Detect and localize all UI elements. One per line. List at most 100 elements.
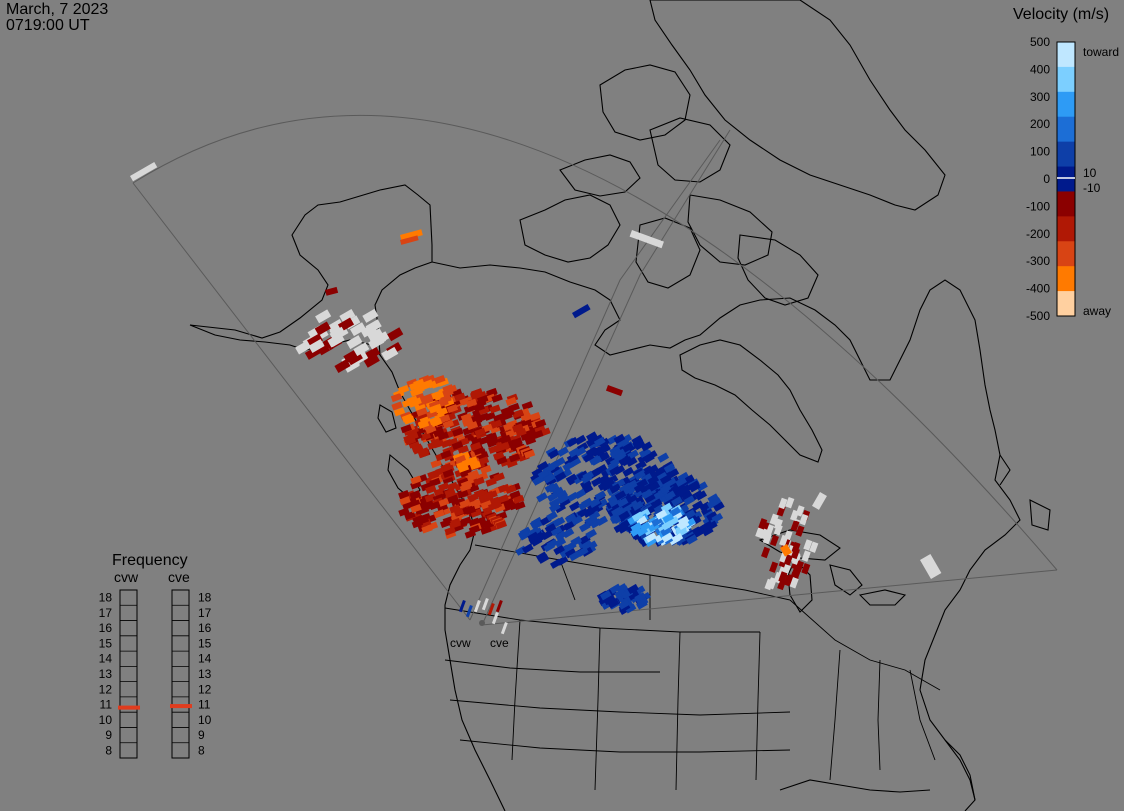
scatter-cell [360,323,377,338]
scatter-cell [487,501,500,511]
scatter-cell [417,419,430,430]
scatter-cell [572,304,591,319]
scatter-cell [428,404,441,414]
scatter-cell [543,541,556,553]
scatter-cell [477,456,490,466]
scatter-cell [809,541,819,553]
scatter-cell [634,592,647,603]
scatter-cell [778,497,788,510]
colorbar-tick-label: -300 [1026,254,1050,268]
scatter-cell [599,590,612,601]
scatter-cell [470,414,483,424]
colorbar-tick-label: 100 [1030,145,1050,159]
scatter-cell [480,525,492,535]
scatter-cell [325,286,339,296]
scatter-cell [524,436,537,446]
scatter-cell [588,510,601,521]
scatter-cell [491,611,499,625]
scatter-cell [503,408,515,418]
scatter-cell [671,496,683,507]
scatter-cell [613,433,626,444]
scatter-cell [421,379,434,389]
scatter-cell [534,419,547,429]
scatter-cell [661,532,674,543]
scatter-cell [470,442,482,452]
scatter-cell [613,451,625,463]
scatter-cell [667,468,680,479]
frequency-marker-cvw [118,705,140,710]
scatter-cell [655,509,668,520]
scatter-cell [440,449,452,460]
scatter-cell [449,504,461,514]
scatter-cell [619,483,631,494]
scatter-cell [790,566,800,579]
scatter-cell [130,162,158,182]
scatter-cell [487,436,499,446]
scatter-cell [457,477,470,487]
scatter-cell [760,528,770,540]
colorbar-segment [1057,216,1075,242]
frequency-tick-left: 11 [100,698,113,712]
scatter-cell [706,511,718,522]
date-label: March, 7 2023 [6,1,109,18]
scatter-cell [637,453,650,464]
scatter-cell [779,534,789,547]
scatter-cell [537,469,550,480]
scatter-cell [644,493,656,504]
scatter-cell [758,518,768,530]
scatter-cell [627,583,639,595]
frequency-tick-left: 9 [105,728,112,742]
frequency-tick-left: 10 [99,713,113,727]
scatter-cell [364,346,381,361]
scatter-cell [409,490,421,500]
inner-label-neg: -10 [1083,181,1101,195]
scatter-cell [440,439,453,449]
fov-left-edge [132,182,471,621]
colorbar-tick-label: 0 [1043,172,1050,186]
frequency-tick-right: 11 [198,698,211,712]
map-coastlines [189,0,1051,811]
scatter-cell [460,480,473,490]
inner-label-pos: 10 [1083,166,1097,180]
scatter-cell [512,423,524,433]
scatter-cell [605,384,624,397]
scatter-cell [497,494,510,504]
scatter-cell [495,520,508,530]
scatter-cell [362,308,379,323]
scatter-cell [409,381,421,391]
scatter-cell [769,561,779,573]
scatter-cell [651,516,663,527]
scatter-cell [295,340,312,355]
scatter-cell [574,488,587,499]
scatter-cell [568,551,581,562]
scatter-cell [399,496,411,506]
scatter-cell [627,590,640,601]
scatter-cell [468,524,481,534]
fov-divider-1 [481,129,731,626]
scatter-cell [404,436,417,446]
scatter-cell [314,321,331,336]
frequency-tick-left: 14 [99,652,113,666]
scatter-cell [416,407,428,417]
scatter-cell [492,413,505,423]
scatter-cell [596,498,609,509]
scatter-cell [648,481,661,492]
colorbar-segment [1057,191,1075,217]
frequency-tick-right: 10 [198,713,212,727]
scatter-cell [410,475,422,485]
scatter-cell [779,544,792,557]
scatter-cell [512,494,525,504]
scatter-cell [624,603,637,614]
scatter-cell [410,503,422,514]
scatter-cell [636,478,649,489]
scatter-cell [546,491,559,502]
scatter-cell [349,322,367,337]
scatter-cell [505,396,517,406]
scatter-cell [520,413,533,423]
scatter-cell [606,434,619,445]
scatter-cell [420,482,433,492]
scatter-cell [458,600,466,613]
site-label-cvw: cvw [450,636,471,650]
scatter-cell [603,595,616,606]
